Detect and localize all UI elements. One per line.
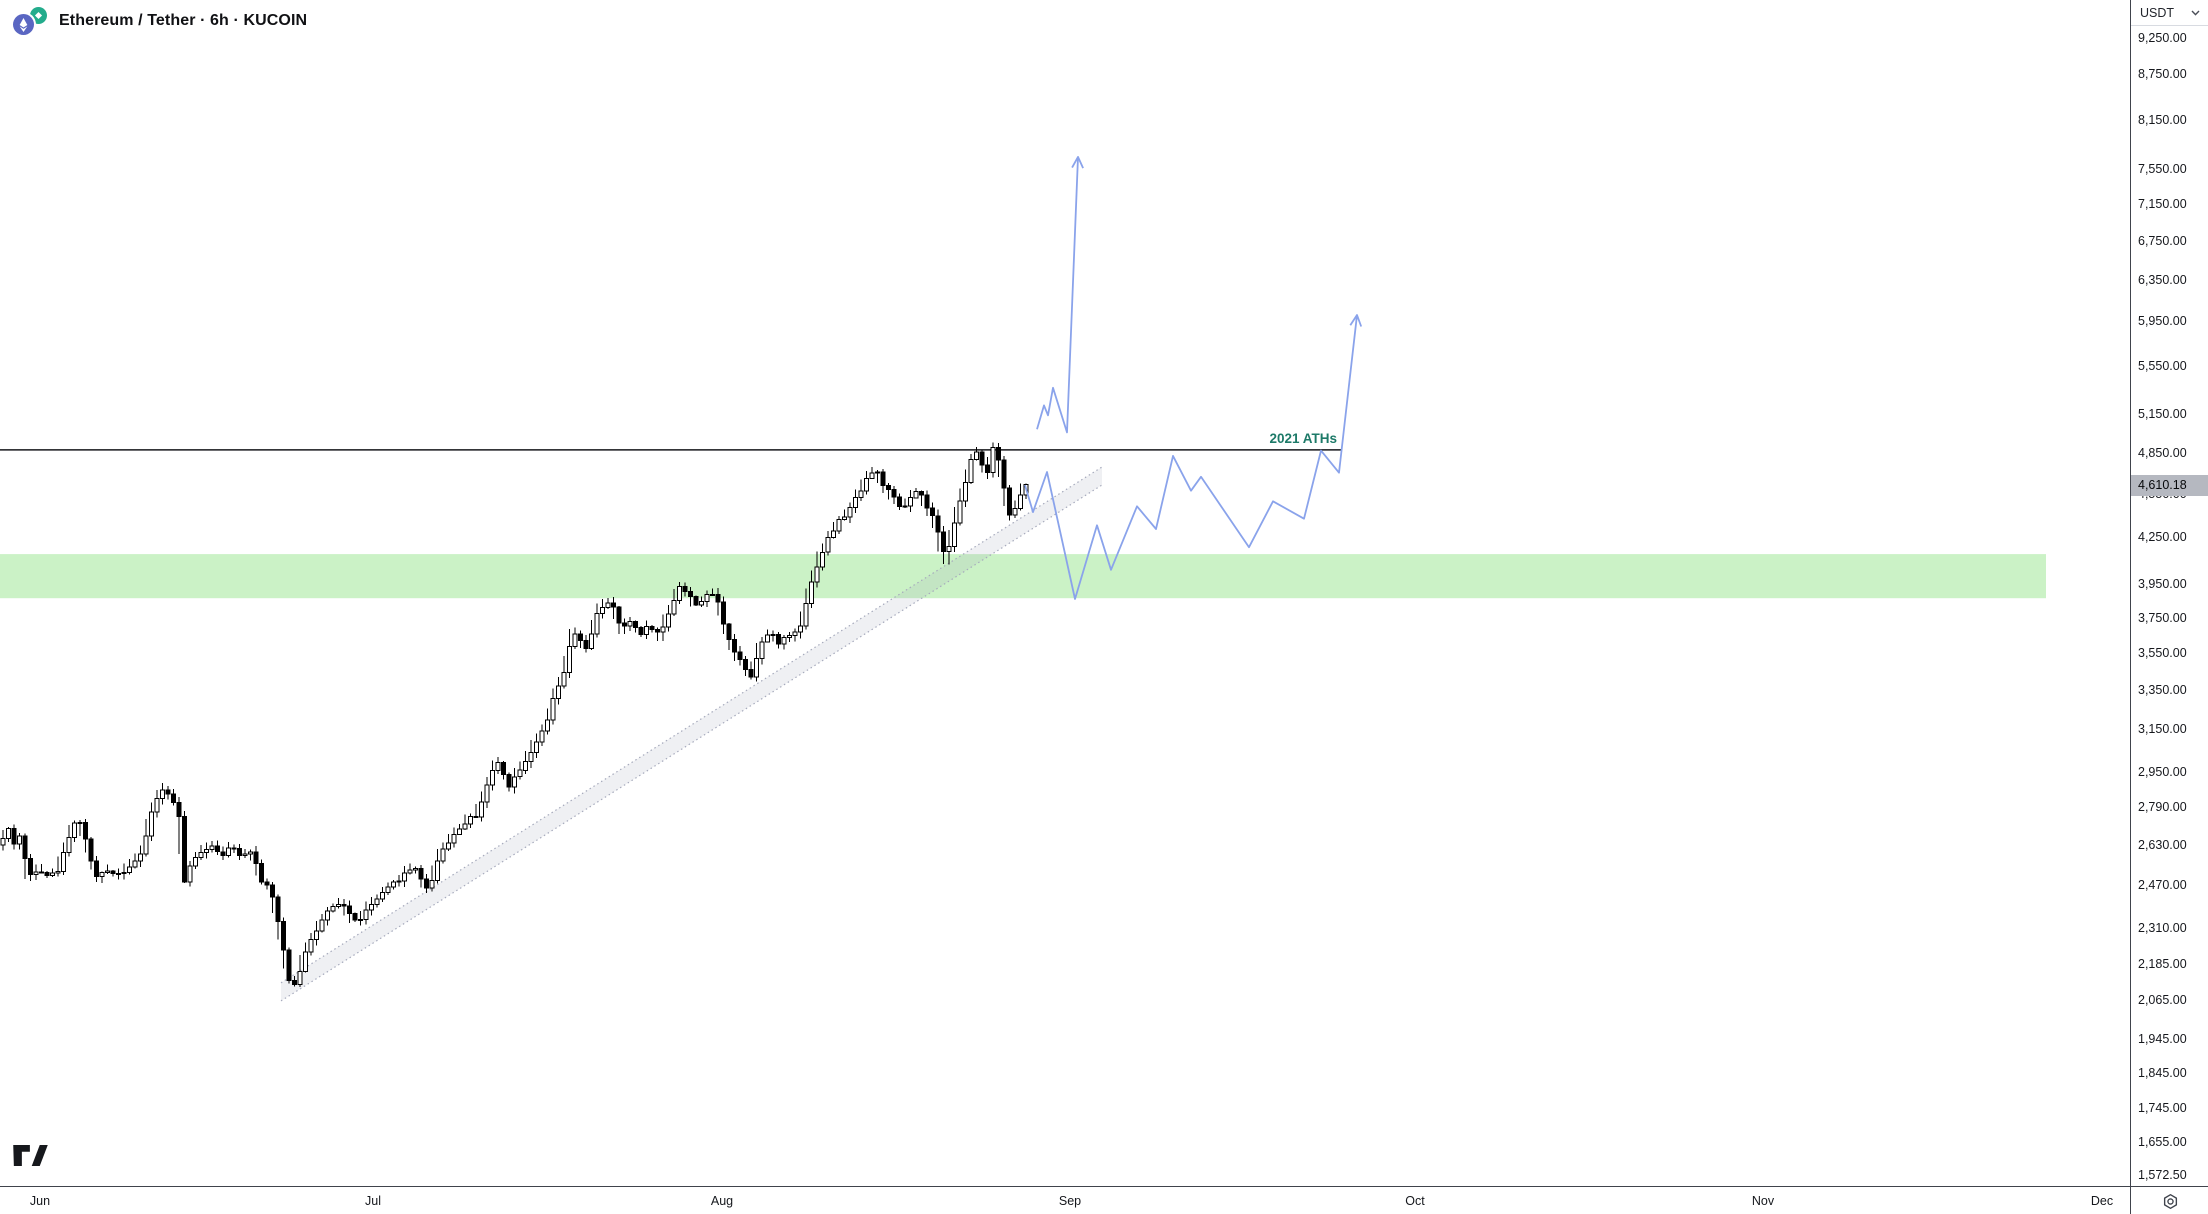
price-tick: 5,550.00	[2138, 359, 2187, 374]
price-tick: 4,250.00	[2138, 530, 2187, 545]
price-tick: 8,150.00	[2138, 112, 2187, 127]
month-tick-nov: Nov	[1751, 1194, 1775, 1208]
price-tick: 8,750.00	[2138, 67, 2187, 81]
symbol-title[interactable]: Ethereum / Tether · 6h · KUCOIN	[12, 6, 307, 36]
last-price-badge: 4,610.18	[2131, 474, 2208, 496]
chart-pane[interactable]: 2021 ATHs	[0, 0, 2130, 1186]
month-tick-aug: Aug	[710, 1194, 734, 1208]
chevron-down-icon	[2191, 10, 2200, 16]
tradingview-logo[interactable]	[12, 1142, 49, 1174]
price-tick: 3,350.00	[2138, 682, 2187, 697]
month-tick-jul: Jul	[365, 1194, 381, 1208]
gear-icon	[2163, 1193, 2177, 1209]
price-tick: 4,850.00	[2138, 445, 2187, 460]
candlestick-series	[0, 442, 1029, 987]
symbol-title-label: Ethereum / Tether · 6h · KUCOIN	[59, 12, 308, 29]
price-tick: 7,150.00	[2138, 196, 2187, 211]
axis-settings-corner[interactable]	[2130, 1186, 2208, 1214]
price-tick: 9,250.00	[2138, 31, 2187, 46]
ath-line-label[interactable]: 2021 ATHs	[1269, 431, 1337, 446]
price-tick: 1,572.50	[2138, 1168, 2187, 1183]
price-tick: 1,655.00	[2138, 1135, 2187, 1150]
price-tick: 2,310.00	[2138, 921, 2187, 936]
pair-logos	[12, 6, 50, 36]
month-tick-jun: Jun	[29, 1194, 51, 1208]
price-tick: 2,950.00	[2138, 764, 2187, 779]
price-tick: 3,150.00	[2138, 722, 2187, 737]
price-tick: 6,350.00	[2138, 272, 2187, 287]
price-tick: 2,185.00	[2138, 957, 2187, 972]
currency-selector[interactable]: USDT	[2131, 0, 2208, 26]
support-zone-highlight[interactable]	[0, 554, 2046, 599]
price-tick: 1,945.00	[2138, 1031, 2187, 1046]
currency-label: USDT	[2140, 5, 2175, 20]
price-tick: 2,470.00	[2138, 878, 2187, 893]
month-tick-oct: Oct	[1405, 1194, 1425, 1208]
price-tick: 2,790.00	[2138, 800, 2187, 815]
month-tick-sep: Sep	[1058, 1194, 1082, 1208]
price-tick: 7,550.00	[2138, 161, 2187, 176]
month-tick-dec: Dec	[2090, 1194, 2114, 1208]
price-tick: 5,150.00	[2138, 407, 2187, 421]
price-tick: 6,750.00	[2138, 233, 2187, 248]
price-axis[interactable]: USDT 9,250.00 8,750.00 8,150.00 7,550.00 7,1…	[2130, 0, 2208, 1186]
kucoin-icon	[30, 7, 47, 24]
ascending-channel-drawing[interactable]	[280, 466, 1103, 1002]
ethereum-icon	[13, 14, 34, 35]
price-tick: 2,065.00	[2138, 993, 2187, 1008]
price-tick: 1,745.00	[2138, 1101, 2187, 1116]
time-axis[interactable]: Jun Jul Aug Sep Oct Nov Dec	[0, 1186, 2130, 1214]
price-tick: 3,550.00	[2138, 645, 2187, 660]
price-tick: 1,845.00	[2138, 1065, 2187, 1080]
price-tick: 2,630.00	[2138, 838, 2187, 853]
price-tick: 3,750.00	[2138, 610, 2187, 625]
projection-path-drawings[interactable]	[1024, 156, 1363, 600]
price-tick: 3,950.00	[2138, 577, 2187, 592]
price-tick: 5,950.00	[2138, 314, 2187, 329]
